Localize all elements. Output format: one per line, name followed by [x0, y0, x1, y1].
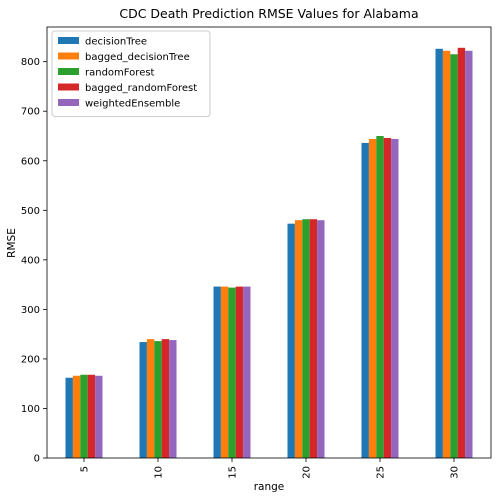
plot-area: 0 100 200 300 400 500 600 700 800 5 10 15 20 25 30	[21, 26, 492, 479]
bar-weightedEnsemble-10	[169, 340, 177, 458]
bar-bagged_decisionTree-20	[294, 220, 303, 458]
x-tick-label: 30	[450, 466, 461, 479]
legend-label-decisionTree: decisionTree	[85, 37, 147, 48]
y-tick-label: 100	[21, 404, 40, 415]
bar-decisionTree-30	[435, 48, 443, 459]
bar-decisionTree-10	[139, 342, 147, 458]
bar-bagged_decisionTree-15	[220, 286, 229, 458]
legend-box	[51, 30, 211, 117]
y-tick-label: 700	[21, 107, 40, 118]
bar-randomForest-20	[302, 219, 310, 458]
legend-swatch-weightedEnsemble	[58, 99, 79, 106]
bar-weightedEnsemble-15	[243, 286, 251, 458]
y-tick-label: 300	[21, 305, 40, 316]
bar-decisionTree-5	[65, 377, 73, 458]
bar-weightedEnsemble-20	[317, 220, 325, 458]
legend-swatch-randomForest	[58, 68, 79, 75]
bar-randomForest-25	[376, 135, 384, 458]
bar-bagged_decisionTree-10	[146, 339, 155, 458]
bar-bagged_decisionTree-30	[442, 50, 451, 459]
bar-weightedEnsemble-25	[391, 138, 399, 458]
x-tick-label: 10	[154, 466, 165, 479]
legend-swatch-bagged_decisionTree	[58, 52, 79, 60]
legend-label-weightedEnsemble: weightedEnsemble	[85, 99, 180, 110]
bar-randomForest-5	[80, 374, 88, 458]
axes-frame	[46, 26, 492, 459]
bar-bagged_randomForest-10	[161, 339, 170, 458]
legend-label-randomForest: randomForest	[85, 68, 155, 79]
x-tick-label: 20	[302, 466, 313, 479]
y-tick-label: 800	[21, 57, 40, 68]
bar-weightedEnsemble-5	[95, 375, 103, 458]
legend: decisionTree bagged_decisionTree randomFor…	[51, 30, 211, 117]
bar-weightedEnsemble-30	[465, 50, 473, 459]
bar-bagged_randomForest-15	[235, 286, 244, 458]
x-tick-label: 25	[376, 466, 387, 479]
bar-bagged_decisionTree-25	[368, 138, 377, 458]
bar-bagged_randomForest-20	[309, 219, 318, 458]
bar-randomForest-30	[450, 54, 458, 458]
y-tick-label: 400	[21, 255, 40, 266]
bar-decisionTree-25	[361, 142, 369, 458]
legend-swatch-decisionTree	[58, 37, 79, 44]
x-tick-label: 15	[228, 466, 239, 479]
bar-bagged_randomForest-30	[457, 47, 466, 459]
bar-bagged_randomForest-5	[87, 374, 96, 458]
bar-decisionTree-20	[287, 223, 295, 458]
y-axis-label: RMSE	[6, 228, 18, 258]
y-tick-label: 600	[21, 156, 40, 167]
y-tick-label: 0	[34, 454, 40, 465]
x-tick-label: 5	[80, 466, 91, 472]
bar-bagged_decisionTree-5	[72, 375, 81, 458]
legend-label-bagged_randomForest: bagged_randomForest	[85, 83, 197, 94]
bar-randomForest-15	[228, 287, 236, 458]
bar-bagged_randomForest-25	[383, 137, 392, 459]
y-tick-label: 200	[21, 354, 40, 365]
legend-label-bagged_decisionTree: bagged_decisionTree	[85, 52, 190, 63]
y-tick-label: 500	[21, 206, 40, 217]
x-axis-label: range	[254, 481, 285, 493]
chart-title: CDC Death Prediction RMSE Values for Ala…	[119, 6, 418, 21]
legend-swatch-bagged_randomForest	[58, 83, 79, 91]
bar-randomForest-10	[154, 341, 162, 458]
bar-decisionTree-15	[213, 286, 221, 458]
